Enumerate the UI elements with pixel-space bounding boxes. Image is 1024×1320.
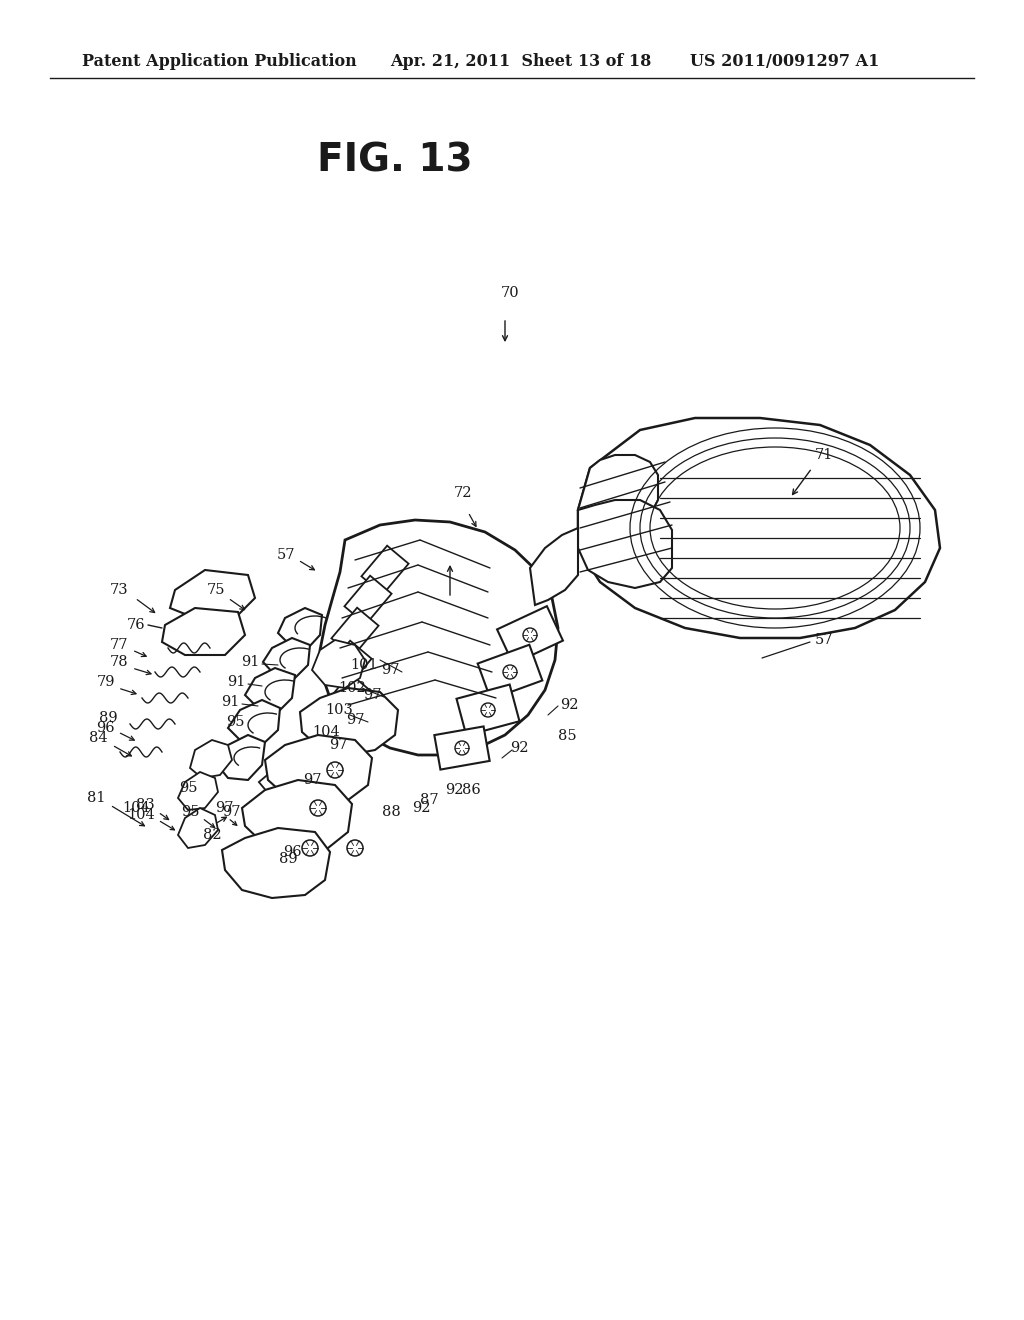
Text: 78: 78 (110, 655, 128, 669)
Text: 91: 91 (221, 696, 240, 709)
Text: 76: 76 (126, 618, 145, 632)
Polygon shape (578, 455, 658, 521)
Text: 97: 97 (215, 801, 233, 814)
Polygon shape (319, 520, 558, 755)
Text: 104: 104 (127, 808, 155, 822)
Polygon shape (312, 640, 365, 688)
Polygon shape (178, 808, 218, 847)
Text: 104: 104 (312, 725, 340, 739)
Polygon shape (578, 500, 672, 587)
Circle shape (347, 840, 362, 855)
Polygon shape (578, 418, 940, 638)
Polygon shape (457, 685, 519, 735)
Circle shape (523, 628, 537, 642)
Polygon shape (215, 735, 265, 780)
Text: 82: 82 (203, 828, 221, 842)
Text: 72: 72 (454, 486, 472, 500)
Text: 92: 92 (560, 698, 579, 711)
Text: 96: 96 (283, 845, 301, 859)
Circle shape (310, 800, 326, 816)
Polygon shape (477, 644, 543, 700)
Text: 97: 97 (330, 738, 348, 752)
Polygon shape (300, 688, 398, 755)
Circle shape (481, 704, 495, 717)
Polygon shape (190, 741, 232, 777)
Text: 104: 104 (122, 801, 150, 814)
Text: 103: 103 (325, 704, 353, 717)
Polygon shape (162, 609, 245, 655)
Text: 92: 92 (412, 801, 430, 814)
Polygon shape (265, 735, 372, 805)
Circle shape (503, 665, 517, 678)
Polygon shape (332, 607, 379, 656)
Text: 97: 97 (222, 805, 241, 818)
Text: 57: 57 (815, 634, 834, 647)
Text: 101: 101 (350, 657, 378, 672)
Text: 97: 97 (382, 663, 400, 677)
Text: Apr. 21, 2011  Sheet 13 of 18: Apr. 21, 2011 Sheet 13 of 18 (390, 54, 651, 70)
Polygon shape (170, 570, 255, 618)
Text: 91: 91 (226, 675, 245, 689)
Text: 96: 96 (96, 721, 115, 735)
Text: 97: 97 (364, 688, 382, 702)
Text: 95: 95 (226, 715, 245, 729)
Text: 70: 70 (501, 286, 519, 300)
Text: 77: 77 (110, 638, 128, 652)
Text: 91: 91 (242, 655, 260, 669)
Polygon shape (259, 759, 301, 800)
Text: 83: 83 (136, 799, 155, 812)
Text: 92: 92 (510, 741, 528, 755)
Text: FIG. 13: FIG. 13 (317, 141, 473, 180)
Polygon shape (278, 609, 322, 648)
Polygon shape (344, 576, 391, 624)
Text: 102: 102 (338, 681, 366, 696)
Text: 95: 95 (179, 781, 198, 795)
Polygon shape (497, 606, 563, 664)
Text: 85: 85 (558, 729, 577, 743)
Polygon shape (325, 673, 372, 722)
Polygon shape (325, 640, 372, 689)
Polygon shape (222, 828, 330, 898)
Circle shape (327, 762, 343, 777)
Text: 97: 97 (303, 774, 322, 787)
Circle shape (302, 840, 318, 855)
Text: 75: 75 (207, 583, 225, 597)
Polygon shape (361, 545, 409, 594)
Text: 86: 86 (462, 783, 480, 797)
Polygon shape (228, 700, 280, 744)
Text: 89: 89 (279, 851, 297, 866)
Text: 92: 92 (445, 783, 464, 797)
Text: US 2011/0091297 A1: US 2011/0091297 A1 (690, 54, 880, 70)
Text: 57: 57 (276, 548, 295, 562)
Text: Patent Application Publication: Patent Application Publication (82, 54, 356, 70)
Text: 97: 97 (346, 713, 365, 727)
Text: 84: 84 (89, 731, 108, 744)
Text: 89: 89 (99, 711, 118, 725)
Circle shape (455, 741, 469, 755)
Text: 87: 87 (420, 793, 438, 807)
Text: 79: 79 (96, 675, 115, 689)
Text: 88: 88 (382, 805, 400, 818)
Polygon shape (242, 780, 352, 851)
Text: 71: 71 (815, 447, 834, 462)
Text: 73: 73 (110, 583, 128, 597)
Text: 81: 81 (86, 791, 105, 805)
Text: 95: 95 (181, 805, 200, 818)
Polygon shape (263, 638, 310, 678)
Polygon shape (178, 772, 218, 810)
Polygon shape (530, 528, 578, 605)
Polygon shape (245, 668, 295, 711)
Polygon shape (434, 726, 489, 770)
